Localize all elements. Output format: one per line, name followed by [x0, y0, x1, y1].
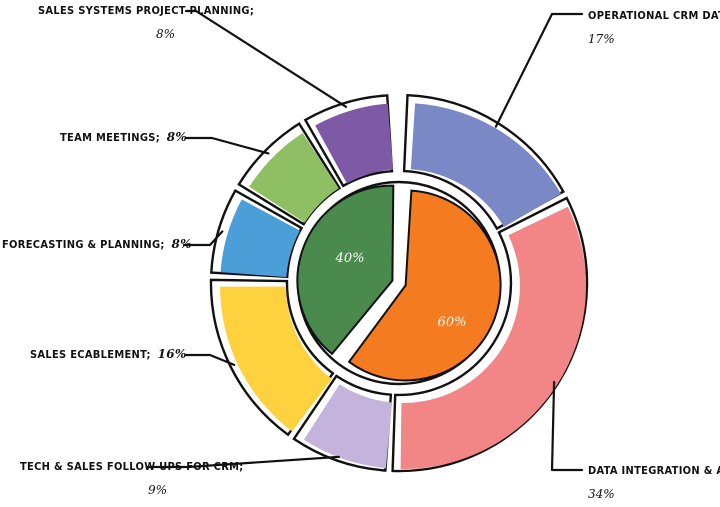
- inner-pct-40: 40%: [335, 251, 365, 266]
- leader-line-sales-ecablement: [184, 353, 236, 366]
- inner-pct-60-text: 60%: [438, 315, 467, 330]
- label-data-integration-value: 34%: [588, 487, 615, 501]
- inner-slice-40-percent: [296, 184, 395, 356]
- leader-line-team-meetings: [184, 136, 270, 155]
- leader-line-sales-systems-project-planning: [184, 9, 348, 108]
- leader-line-forecasting-planning: [182, 230, 224, 247]
- inner-pie: [296, 180, 502, 386]
- outer-slice-data-integration-analysis: [400, 206, 586, 470]
- label-tech-sales-text: TECH & SALES FOLLOW UPS FOR CRM;: [20, 460, 244, 473]
- label-sales-systems-text: SALES SYSTEMS PROJECT PLANNING;: [38, 4, 254, 17]
- outer-slice-team-meetings: [249, 133, 339, 223]
- label-sales-ecablement-text: SALES ECABLEMENT;: [30, 348, 151, 361]
- leader-line-data-integration-analysis: [550, 380, 584, 472]
- pct-sales-ecablement: 16%: [158, 347, 187, 361]
- pct-data-integration: 34%: [588, 487, 615, 501]
- label-data-integration-text: DATA INTEGRATION & ANALYSIS;: [588, 464, 720, 477]
- label-operational-crm-text: OPERATIONAL CRM DATA MANAGEMENT;: [588, 9, 720, 22]
- outer-slice-forecasting-planning: [220, 199, 300, 278]
- label-sales-systems: SALES SYSTEMS PROJECT PLANNING;: [38, 4, 254, 17]
- label-operational-crm-value: 17%: [588, 32, 615, 46]
- pct-tech-sales: 9%: [148, 483, 167, 497]
- label-sales-ecablement: SALES ECABLEMENT; 16%: [30, 347, 187, 361]
- pct-forecasting: 8%: [171, 237, 191, 251]
- inner-slice-60-percent: [347, 189, 502, 382]
- outer-slice-sales-systems-project-planning: [315, 103, 394, 184]
- label-operational-crm: OPERATIONAL CRM DATA MANAGEMENT;: [588, 9, 720, 22]
- outer-ring: [209, 93, 589, 473]
- outer-slice-sales-ecablement: [220, 286, 332, 432]
- label-tech-sales: TECH & SALES FOLLOW UPS FOR CRM;: [20, 460, 244, 473]
- outer-slice-operational-crm-data-management: [410, 103, 561, 227]
- label-data-integration: DATA INTEGRATION & ANALYSIS;: [588, 464, 720, 477]
- outer-slice-tech-sales-follow-ups-for-crm: [303, 384, 393, 469]
- label-forecasting: FORECASTING & PLANNING; 8%: [2, 237, 192, 251]
- leader-lines: [146, 9, 584, 472]
- leader-line-tech-sales-follow-ups-for-crm: [146, 455, 340, 469]
- inner-pct-40-text: 40%: [335, 251, 365, 266]
- label-team-meetings: TEAM MEETINGS; 8%: [60, 130, 187, 144]
- label-forecasting-text: FORECASTING & PLANNING;: [2, 238, 165, 251]
- label-sales-systems-value: 8%: [156, 27, 175, 41]
- label-team-meetings-text: TEAM MEETINGS;: [60, 131, 160, 144]
- pct-sales-systems: 8%: [156, 27, 175, 41]
- leader-line-operational-crm-data-management: [494, 12, 584, 128]
- inner-pct-60: 60%: [438, 315, 467, 330]
- label-tech-sales-value: 9%: [148, 483, 167, 497]
- pct-operational-crm: 17%: [588, 32, 615, 46]
- pct-team-meetings: 8%: [167, 130, 187, 144]
